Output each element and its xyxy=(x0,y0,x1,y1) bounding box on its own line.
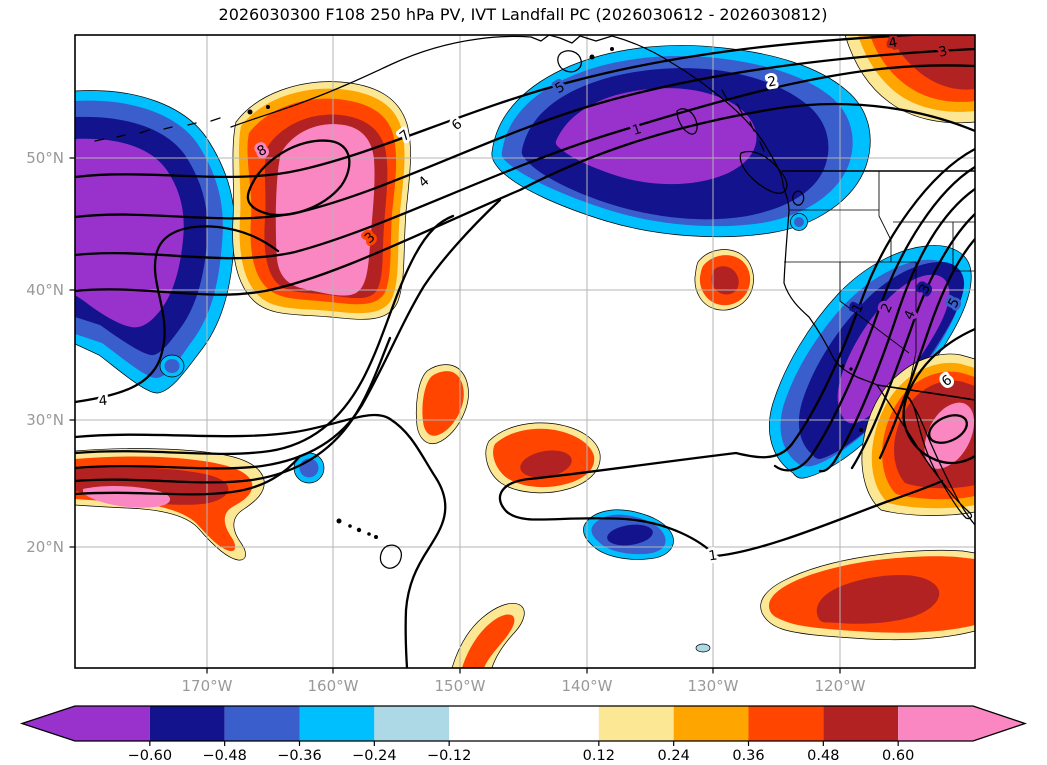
colorbar-segment xyxy=(748,706,824,741)
colorbar-tick-label: 0.36 xyxy=(732,748,764,764)
colorbar-segment xyxy=(673,706,749,741)
map-frame xyxy=(74,34,976,669)
x-tick-label: 120°W xyxy=(815,677,866,695)
colorbar: −0.60 −0.48 −0.36 −0.24 −0.12 0.12 0.24 0.36 0.4… xyxy=(19,705,1028,764)
axis-ticks xyxy=(69,157,841,674)
colorbar-segment xyxy=(598,706,674,741)
figure-title: 2026030300 F108 250 hPa PV, IVT Landfall… xyxy=(219,5,828,24)
aleutian-islands-dashes xyxy=(94,117,221,142)
colorbar-segment xyxy=(823,706,899,741)
colorbar-tick-label: −0.36 xyxy=(277,748,321,764)
colorbar-segment xyxy=(149,706,225,741)
x-tick-label: 150°W xyxy=(435,677,486,695)
y-axis-tick-labels: 50°N 40°N 30°N 20°N xyxy=(26,149,64,556)
hawaii-islands xyxy=(336,518,402,569)
x-tick-label: 170°W xyxy=(182,677,233,695)
colorbar-segment xyxy=(75,706,150,741)
colorbar-tick-label: 0.12 xyxy=(583,748,615,764)
colorbar-tick-label: −0.24 xyxy=(352,748,396,764)
colorbar-tick-label: 0.24 xyxy=(658,748,690,764)
x-tick-label: 130°W xyxy=(688,677,739,695)
colorbar-segment xyxy=(898,706,973,741)
y-tick-label: 20°N xyxy=(26,538,64,556)
y-tick-label: 40°N xyxy=(26,281,64,299)
x-tick-label: 140°W xyxy=(562,677,613,695)
contour-label: 4 xyxy=(98,393,108,410)
colorbar-segment xyxy=(374,706,450,741)
x-axis-tick-labels: 170°W 160°W 150°W 140°W 130°W 120°W xyxy=(182,677,866,695)
colorbar-tick-label: −0.60 xyxy=(128,748,172,764)
colorbar-segment xyxy=(449,706,599,741)
x-tick-label: 160°W xyxy=(308,677,359,695)
y-tick-label: 50°N xyxy=(26,149,64,167)
coastlines xyxy=(94,35,975,569)
colorbar-right-arrow xyxy=(973,706,1025,741)
colorbar-tick-label: 0.48 xyxy=(807,748,839,764)
colorbar-tick-label: −0.12 xyxy=(427,748,471,764)
pv-contour-lines xyxy=(75,35,975,668)
colorbar-outline xyxy=(19,705,1028,742)
colorbar-tick-label: 0.60 xyxy=(882,748,914,764)
y-tick-label: 30°N xyxy=(26,411,64,429)
colorbar-tick-label: −0.48 xyxy=(202,748,246,764)
colorbar-segment xyxy=(224,706,300,741)
colorbar-segment xyxy=(299,706,375,741)
colorbar-left-arrow xyxy=(22,706,75,741)
